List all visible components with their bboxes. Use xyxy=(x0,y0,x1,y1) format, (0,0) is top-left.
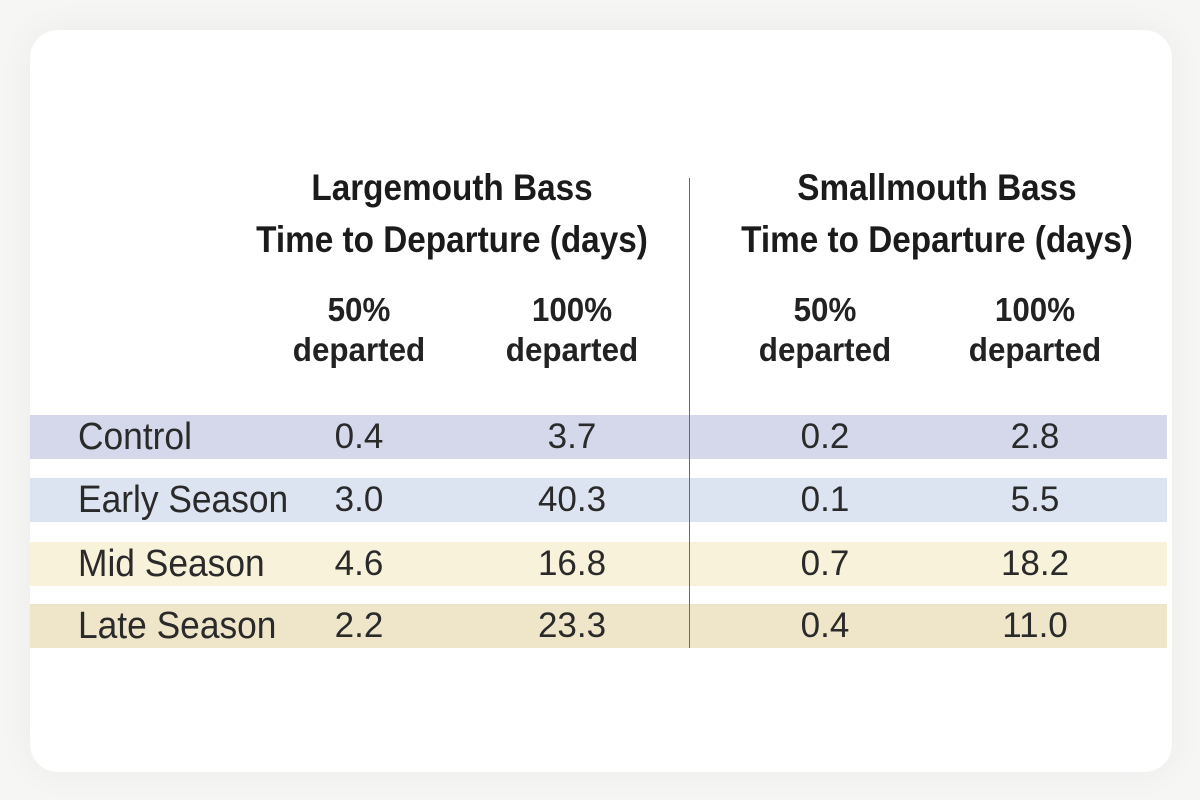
column-header-line2: departed xyxy=(292,331,426,368)
column-header-line1: 100% xyxy=(994,291,1076,328)
table-cell-sm-100: 11.0 xyxy=(1002,606,1068,645)
table-cell-sm-100: 5.5 xyxy=(1010,480,1060,519)
table-cell-sm-50: 0.2 xyxy=(800,417,850,456)
row-label: Late Season xyxy=(78,605,277,647)
table-cell-lm-50: 4.6 xyxy=(334,544,384,583)
group-title-line2: Time to Departure (days) xyxy=(741,219,1133,260)
table-cell-lm-50: 2.2 xyxy=(334,606,384,645)
column-header-line1: 50% xyxy=(327,291,391,328)
column-header-lm-50: 50% departed xyxy=(274,290,445,370)
table-row xyxy=(30,415,1167,459)
group-divider xyxy=(689,178,690,648)
table-row xyxy=(30,604,1167,648)
table-cell-sm-50: 0.1 xyxy=(800,480,850,519)
group-title-largemouth: Largemouth Bass Time to Departure (days) xyxy=(254,162,650,266)
table-cell-lm-100: 40.3 xyxy=(537,480,607,519)
table-cell-sm-100: 2.8 xyxy=(1010,417,1060,456)
group-title-line1: Largemouth Bass xyxy=(311,167,593,208)
column-header-line2: departed xyxy=(505,331,639,368)
table-row xyxy=(30,478,1167,522)
table-cell-lm-100: 23.3 xyxy=(537,606,607,645)
column-header-line1: 50% xyxy=(793,291,857,328)
table-cell-lm-100: 16.8 xyxy=(537,544,607,583)
table-cell-sm-50: 0.7 xyxy=(800,544,850,583)
column-header-line2: departed xyxy=(758,331,892,368)
group-title-line2: Time to Departure (days) xyxy=(256,219,648,260)
table-row xyxy=(30,542,1167,586)
row-label: Control xyxy=(78,416,192,458)
table-cell-lm-50: 0.4 xyxy=(334,417,384,456)
table-card xyxy=(30,30,1172,772)
table-cell-sm-50: 0.4 xyxy=(800,606,850,645)
table-cell-sm-100: 18.2 xyxy=(1000,544,1070,583)
row-label: Mid Season xyxy=(78,543,265,585)
column-header-line2: departed xyxy=(968,331,1102,368)
table-cell-lm-50: 3.0 xyxy=(334,480,384,519)
group-title-smallmouth: Smallmouth Bass Time to Departure (days) xyxy=(735,162,1140,266)
column-header-sm-50: 50% departed xyxy=(740,290,911,370)
table-cell-lm-100: 3.7 xyxy=(547,417,597,456)
column-header-lm-100: 100% departed xyxy=(487,290,658,370)
row-label: Early Season xyxy=(78,479,289,521)
group-title-line1: Smallmouth Bass xyxy=(797,167,1077,208)
column-header-sm-100: 100% departed xyxy=(950,290,1121,370)
column-header-line1: 100% xyxy=(531,291,613,328)
